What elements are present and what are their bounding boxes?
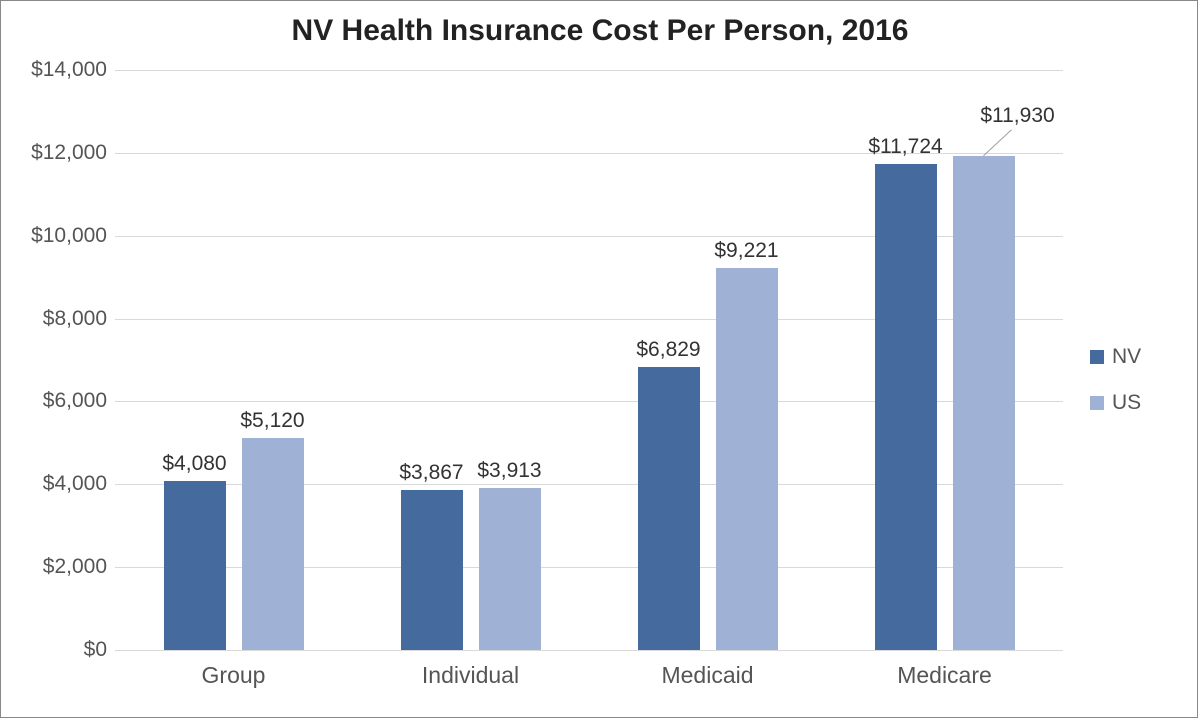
- bar-value-label: $3,913: [477, 459, 541, 483]
- gridline: [115, 650, 1063, 651]
- bar-nv: [875, 164, 937, 650]
- x-axis-label: Medicare: [897, 662, 992, 689]
- bar-nv: [164, 481, 226, 650]
- bar-us: [953, 156, 1015, 650]
- chart-container: NV Health Insurance Cost Per Person, 201…: [0, 0, 1200, 720]
- y-axis-label: $2,000: [43, 555, 107, 579]
- legend-swatch-icon: [1090, 396, 1104, 410]
- legend-item-us: US: [1090, 391, 1141, 415]
- y-axis-label: $8,000: [43, 307, 107, 331]
- bar-value-label: $3,867: [399, 461, 463, 485]
- bar-us: [479, 488, 541, 650]
- y-axis-label: $0: [84, 638, 107, 662]
- bar-value-label: $5,120: [240, 409, 304, 433]
- x-axis-label: Group: [202, 662, 266, 689]
- bar-us: [716, 268, 778, 650]
- bar-value-label: $9,221: [714, 239, 778, 263]
- y-axis-label: $4,000: [43, 472, 107, 496]
- bar-value-label: $11,930: [980, 104, 1054, 128]
- x-axis-label: Individual: [422, 662, 519, 689]
- gridline: [115, 70, 1063, 71]
- bar-value-label: $6,829: [636, 338, 700, 362]
- bar-nv: [401, 490, 463, 650]
- legend-label: NV: [1112, 345, 1141, 369]
- legend-swatch-icon: [1090, 350, 1104, 364]
- bar-nv: [638, 367, 700, 650]
- y-axis-label: $6,000: [43, 389, 107, 413]
- legend: NV US: [1090, 345, 1141, 437]
- chart-title: NV Health Insurance Cost Per Person, 201…: [0, 14, 1200, 48]
- plot-area: $0$2,000$4,000$6,000$8,000$10,000$12,000…: [115, 70, 1063, 650]
- bar-value-label: $11,724: [868, 135, 942, 159]
- legend-item-nv: NV: [1090, 345, 1141, 369]
- y-axis-label: $14,000: [31, 58, 107, 82]
- x-axis-label: Medicaid: [661, 662, 753, 689]
- y-axis-label: $12,000: [31, 141, 107, 165]
- legend-label: US: [1112, 391, 1141, 415]
- bar-us: [242, 438, 304, 650]
- y-axis-label: $10,000: [31, 224, 107, 248]
- bar-value-label: $4,080: [162, 452, 226, 476]
